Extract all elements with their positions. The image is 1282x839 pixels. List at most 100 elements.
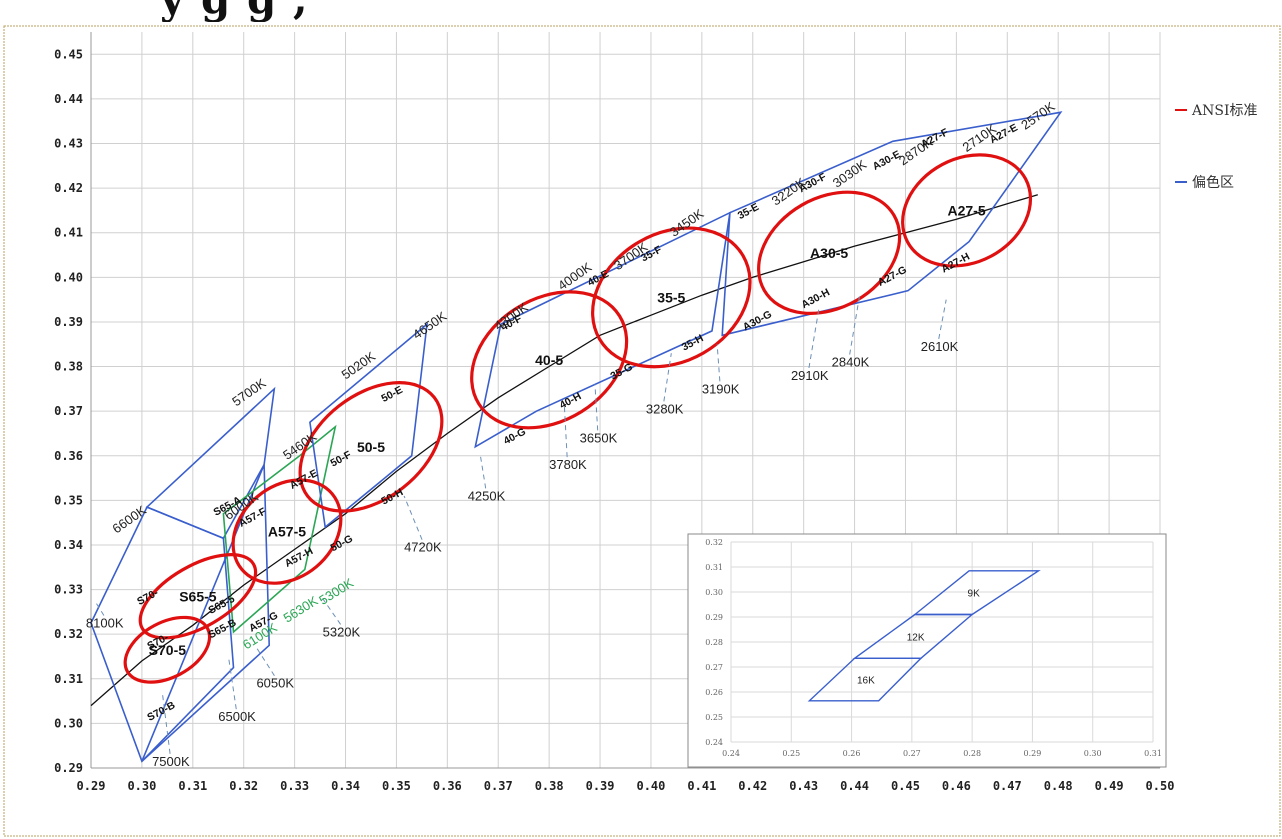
- inset-y-tick: 0.30: [705, 588, 723, 597]
- x-tick-label: 0.35: [382, 779, 411, 793]
- bin-label: 40-H: [558, 390, 584, 411]
- x-tick-label: 0.42: [738, 779, 767, 793]
- inset-y-tick: 0.29: [705, 613, 723, 622]
- x-tick-label: 0.32: [229, 779, 258, 793]
- cct-leader-line: [227, 656, 237, 710]
- y-tick-label: 0.37: [54, 404, 83, 418]
- cct-label: 4250K: [468, 488, 506, 503]
- bin-label: S70-B: [145, 699, 177, 724]
- cct-label: 3650K: [580, 430, 618, 445]
- y-tick-label: 0.38: [54, 360, 83, 374]
- cct-label: 2570K: [1018, 99, 1058, 133]
- inset-y-tick: 0.31: [705, 563, 723, 572]
- x-tick-label: 0.34: [331, 779, 360, 793]
- cct-label: 3030K: [830, 157, 870, 191]
- ansi-ellipse: [298, 381, 444, 513]
- inset-y-tick: 0.27: [705, 663, 723, 672]
- inset-x-tick: 0.27: [903, 749, 921, 758]
- axes: 0.29 0.30 0.31 0.32 0.33 0.34 0.35 0.36 0.37 0.38…: [54, 32, 1174, 793]
- y-tick-label: 0.44: [54, 92, 83, 106]
- ansi-ellipse: [123, 615, 212, 684]
- green-cct-label: 5300K: [316, 575, 356, 608]
- x-tick-label: 0.38: [535, 779, 564, 793]
- cct-leader-line: [663, 353, 672, 402]
- ansi-ellipse: [138, 553, 258, 640]
- x-tick-label: 0.43: [789, 779, 818, 793]
- bin-quadrangle: [474, 211, 731, 449]
- bin-label: A30-E: [871, 148, 903, 173]
- inset-x-tick: 0.26: [843, 749, 861, 758]
- y-tick-label: 0.41: [54, 226, 83, 240]
- inset-x-tick: 0.25: [782, 749, 800, 758]
- y-tick-label: 0.33: [54, 583, 83, 597]
- y-tick-label: 0.35: [54, 493, 83, 507]
- cct-label: 6050K: [256, 676, 294, 691]
- color-bins: [90, 111, 1063, 763]
- cct-label: 2910K: [791, 368, 829, 383]
- ansi-ellipse-label: 50-5: [357, 439, 385, 455]
- y-tick-label: 0.32: [54, 627, 83, 641]
- bin-label: 50-F: [329, 449, 354, 470]
- x-tick-label: 0.46: [942, 779, 971, 793]
- x-tick-label: 0.49: [1095, 779, 1124, 793]
- bin-label: A57-H: [283, 545, 315, 570]
- inset-x-tick: 0.31: [1144, 749, 1162, 758]
- inset-box: [687, 533, 1167, 768]
- ansi-ellipse: [231, 478, 343, 585]
- bin-quadrangle: [141, 464, 271, 762]
- cropped-header-text: y g g ,: [0, 0, 1282, 22]
- x-tick-label: 0.29: [77, 779, 106, 793]
- x-tick-label: 0.36: [433, 779, 462, 793]
- inset-y-tick: 0.24: [705, 738, 723, 747]
- cct-label: 5700K: [229, 375, 269, 409]
- cct-label: 2840K: [832, 355, 870, 370]
- x-tick-label: 0.41: [687, 779, 716, 793]
- inset-bin-label: 12K: [907, 632, 925, 643]
- x-tick-label: 0.30: [127, 779, 156, 793]
- bin-quadrangle: [222, 424, 337, 634]
- inset-y-tick: 0.25: [705, 713, 723, 722]
- cct-label: 3280K: [646, 401, 684, 416]
- x-tick-label: 0.47: [993, 779, 1022, 793]
- y-tick-label: 0.39: [54, 315, 83, 329]
- y-tick-label: 0.43: [54, 137, 83, 151]
- cct-leader-line: [563, 406, 568, 458]
- inset-bin: [912, 570, 1041, 616]
- inset-bin-label: 9K: [968, 589, 981, 600]
- ansi-ellipse-label: 35-5: [657, 289, 685, 305]
- bin-label: S65-B: [206, 617, 238, 642]
- inset-x-tick: 0.30: [1084, 749, 1102, 758]
- y-tick-label: 0.40: [54, 270, 83, 284]
- bin-quadrangle: [309, 322, 429, 529]
- bin-label: 50-G: [329, 533, 355, 555]
- cct-leader-line: [808, 308, 820, 369]
- y-tick-label: 0.36: [54, 449, 83, 463]
- cct-label: 3190K: [702, 381, 740, 396]
- cct-label: 8100K: [86, 615, 124, 630]
- green-cct-label: 5630K: [281, 593, 321, 626]
- bin-quadrangle: [721, 111, 1063, 337]
- cct-leader-line: [938, 299, 947, 340]
- cct-label: 6500K: [218, 709, 256, 724]
- legend-label: ANSI标准: [1191, 103, 1257, 119]
- x-tick-label: 0.45: [891, 779, 920, 793]
- inset-y-tick: 0.26: [705, 688, 723, 697]
- inset-y-tick: 0.32: [705, 538, 723, 547]
- bin-label: 35-E: [736, 201, 761, 222]
- ansi-ellipse: [901, 153, 1033, 268]
- cct-label: 3780K: [549, 457, 587, 472]
- cct-leader-line: [479, 455, 487, 489]
- cct-label: 5020K: [339, 348, 379, 382]
- inset-x-tick: 0.28: [963, 749, 981, 758]
- ansi-ellipse-label: A30-5: [810, 245, 848, 261]
- bin-label: A30-G: [741, 308, 774, 333]
- inset-bin-label: 16K: [857, 676, 875, 687]
- cct-leader-line: [256, 647, 275, 676]
- y-tick-label: 0.31: [54, 672, 83, 686]
- legend-label: 偏色区: [1192, 174, 1234, 191]
- cct-leader-line: [403, 495, 423, 540]
- ansi-ellipse-label: A57-5: [268, 524, 306, 540]
- x-tick-label: 0.33: [280, 779, 309, 793]
- cct-leader-line: [594, 384, 599, 431]
